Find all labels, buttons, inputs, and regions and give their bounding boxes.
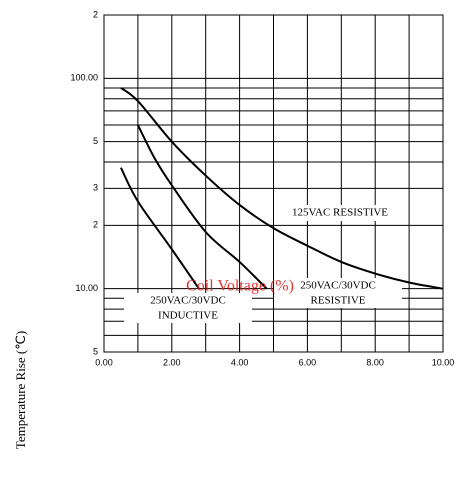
annotation-text: INDUCTIVE: [158, 310, 218, 322]
curve: [137, 124, 268, 290]
y-tick-label: 10.00: [75, 283, 98, 293]
y-tick-label: 5: [93, 136, 98, 146]
x-tick-label: 8.00: [366, 357, 384, 367]
annotation: 250VAC/30VDC INDUCTIVE: [124, 293, 252, 323]
annotation-box: [274, 278, 402, 308]
annotation-text: 250VAC/30VDC: [150, 295, 226, 307]
y-tick-label: 3: [93, 183, 98, 193]
annotation-text: 125VAC RESISTIVE: [292, 207, 388, 219]
x-tick-label: 4.00: [231, 357, 249, 367]
x-tick-label: 6.00: [299, 357, 317, 367]
y-tick-label: 2: [93, 9, 98, 19]
x-axis-label: Coil Voltage (%): [186, 278, 294, 295]
x-tick-label: 10.00: [432, 357, 455, 367]
annotation: 250VAC/30VDC RESISTIVE: [274, 278, 402, 308]
plot-frame: [103, 14, 444, 353]
annotation-box: [276, 205, 404, 221]
annotation-box: [124, 293, 252, 323]
curve: [120, 87, 444, 290]
annotation: 125VAC RESISTIVE: [276, 205, 404, 221]
y-tick-label: 5: [93, 346, 98, 356]
y-tick-label: 100.00: [70, 73, 98, 83]
y-axis-label: Temperature Rise (℃): [13, 331, 28, 449]
x-tick-label: 0.00: [95, 357, 113, 367]
x-tick-label: 2.00: [163, 357, 181, 367]
y-tick-label: 2: [93, 220, 98, 230]
annotation-text: 250VAC/30VDC: [300, 280, 376, 292]
curve: [120, 167, 200, 290]
annotation-text: RESISTIVE: [311, 295, 366, 307]
